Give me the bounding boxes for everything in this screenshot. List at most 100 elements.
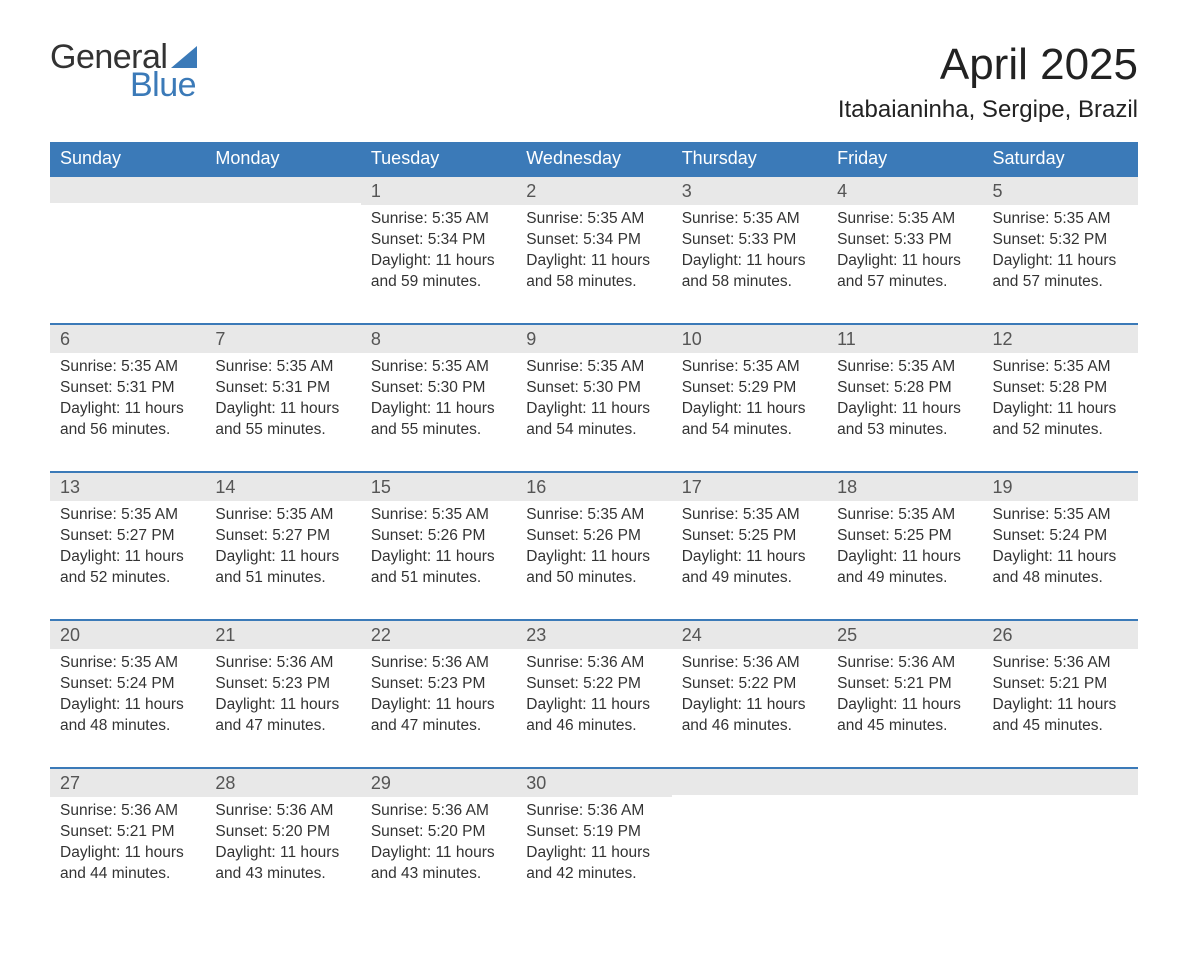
daylight-text-1: Daylight: 11 hours — [60, 695, 195, 716]
daylight-text-1: Daylight: 11 hours — [60, 843, 195, 864]
title-block: April 2025 Itabaianinha, Sergipe, Brazil — [838, 40, 1138, 134]
daylight-text-2: and 57 minutes. — [993, 272, 1128, 293]
day-cell: 6Sunrise: 5:35 AMSunset: 5:31 PMDaylight… — [50, 324, 205, 472]
col-header: Monday — [205, 142, 360, 176]
sunrise-text: Sunrise: 5:35 AM — [371, 505, 506, 526]
day-content: Sunrise: 5:35 AMSunset: 5:31 PMDaylight:… — [205, 353, 360, 471]
daylight-text-1: Daylight: 11 hours — [682, 251, 817, 272]
day-content: Sunrise: 5:35 AMSunset: 5:30 PMDaylight:… — [361, 353, 516, 471]
page-title: April 2025 — [838, 40, 1138, 90]
daylight-text-1: Daylight: 11 hours — [526, 695, 661, 716]
day-cell — [50, 176, 205, 324]
day-number: 18 — [827, 473, 982, 501]
sunset-text: Sunset: 5:21 PM — [993, 674, 1128, 695]
daylight-text-1: Daylight: 11 hours — [837, 547, 972, 568]
day-cell: 9Sunrise: 5:35 AMSunset: 5:30 PMDaylight… — [516, 324, 671, 472]
day-content: Sunrise: 5:36 AMSunset: 5:22 PMDaylight:… — [672, 649, 827, 767]
day-cell: 12Sunrise: 5:35 AMSunset: 5:28 PMDayligh… — [983, 324, 1138, 472]
day-cell: 28Sunrise: 5:36 AMSunset: 5:20 PMDayligh… — [205, 768, 360, 915]
daylight-text-1: Daylight: 11 hours — [371, 251, 506, 272]
daylight-text-2: and 52 minutes. — [993, 420, 1128, 441]
day-cell: 21Sunrise: 5:36 AMSunset: 5:23 PMDayligh… — [205, 620, 360, 768]
logo: General Blue — [50, 40, 197, 102]
daylight-text-2: and 49 minutes. — [837, 568, 972, 589]
week-row: 1Sunrise: 5:35 AMSunset: 5:34 PMDaylight… — [50, 176, 1138, 324]
day-cell: 1Sunrise: 5:35 AMSunset: 5:34 PMDaylight… — [361, 176, 516, 324]
day-content: Sunrise: 5:36 AMSunset: 5:23 PMDaylight:… — [361, 649, 516, 767]
day-content: Sunrise: 5:35 AMSunset: 5:24 PMDaylight:… — [50, 649, 205, 767]
week-row: 20Sunrise: 5:35 AMSunset: 5:24 PMDayligh… — [50, 620, 1138, 768]
sunset-text: Sunset: 5:19 PM — [526, 822, 661, 843]
daylight-text-2: and 52 minutes. — [60, 568, 195, 589]
header-row: Sunday Monday Tuesday Wednesday Thursday… — [50, 142, 1138, 176]
day-cell: 2Sunrise: 5:35 AMSunset: 5:34 PMDaylight… — [516, 176, 671, 324]
daylight-text-1: Daylight: 11 hours — [837, 251, 972, 272]
sunrise-text: Sunrise: 5:36 AM — [837, 653, 972, 674]
sunrise-text: Sunrise: 5:35 AM — [837, 357, 972, 378]
daylight-text-2: and 55 minutes. — [371, 420, 506, 441]
sunset-text: Sunset: 5:34 PM — [371, 230, 506, 251]
sunrise-text: Sunrise: 5:36 AM — [526, 653, 661, 674]
day-cell — [205, 176, 360, 324]
day-content: Sunrise: 5:35 AMSunset: 5:31 PMDaylight:… — [50, 353, 205, 471]
day-content: Sunrise: 5:36 AMSunset: 5:20 PMDaylight:… — [361, 797, 516, 915]
daylight-text-2: and 58 minutes. — [526, 272, 661, 293]
sunrise-text: Sunrise: 5:36 AM — [215, 653, 350, 674]
calendar-table: Sunday Monday Tuesday Wednesday Thursday… — [50, 142, 1138, 915]
daylight-text-2: and 56 minutes. — [60, 420, 195, 441]
day-cell — [827, 768, 982, 915]
sunset-text: Sunset: 5:29 PM — [682, 378, 817, 399]
day-content-empty — [983, 795, 1138, 885]
sunset-text: Sunset: 5:23 PM — [371, 674, 506, 695]
sunset-text: Sunset: 5:24 PM — [60, 674, 195, 695]
daylight-text-2: and 47 minutes. — [371, 716, 506, 737]
day-number: 3 — [672, 177, 827, 205]
day-number-empty — [983, 769, 1138, 795]
sunset-text: Sunset: 5:28 PM — [837, 378, 972, 399]
sunrise-text: Sunrise: 5:35 AM — [60, 653, 195, 674]
week-row: 27Sunrise: 5:36 AMSunset: 5:21 PMDayligh… — [50, 768, 1138, 915]
sunset-text: Sunset: 5:31 PM — [60, 378, 195, 399]
sunset-text: Sunset: 5:24 PM — [993, 526, 1128, 547]
day-cell: 15Sunrise: 5:35 AMSunset: 5:26 PMDayligh… — [361, 472, 516, 620]
daylight-text-2: and 51 minutes. — [215, 568, 350, 589]
day-number: 6 — [50, 325, 205, 353]
daylight-text-2: and 59 minutes. — [371, 272, 506, 293]
sunrise-text: Sunrise: 5:35 AM — [215, 357, 350, 378]
day-cell: 20Sunrise: 5:35 AMSunset: 5:24 PMDayligh… — [50, 620, 205, 768]
daylight-text-2: and 43 minutes. — [215, 864, 350, 885]
sunset-text: Sunset: 5:26 PM — [526, 526, 661, 547]
day-cell: 8Sunrise: 5:35 AMSunset: 5:30 PMDaylight… — [361, 324, 516, 472]
col-header: Wednesday — [516, 142, 671, 176]
day-content: Sunrise: 5:35 AMSunset: 5:33 PMDaylight:… — [827, 205, 982, 323]
day-cell: 22Sunrise: 5:36 AMSunset: 5:23 PMDayligh… — [361, 620, 516, 768]
col-header: Saturday — [983, 142, 1138, 176]
day-cell: 18Sunrise: 5:35 AMSunset: 5:25 PMDayligh… — [827, 472, 982, 620]
daylight-text-1: Daylight: 11 hours — [215, 843, 350, 864]
day-cell: 7Sunrise: 5:35 AMSunset: 5:31 PMDaylight… — [205, 324, 360, 472]
sunset-text: Sunset: 5:21 PM — [837, 674, 972, 695]
daylight-text-2: and 47 minutes. — [215, 716, 350, 737]
day-number: 2 — [516, 177, 671, 205]
day-cell: 10Sunrise: 5:35 AMSunset: 5:29 PMDayligh… — [672, 324, 827, 472]
daylight-text-1: Daylight: 11 hours — [60, 547, 195, 568]
day-cell: 26Sunrise: 5:36 AMSunset: 5:21 PMDayligh… — [983, 620, 1138, 768]
sunset-text: Sunset: 5:27 PM — [60, 526, 195, 547]
sunrise-text: Sunrise: 5:35 AM — [837, 505, 972, 526]
daylight-text-2: and 46 minutes. — [526, 716, 661, 737]
day-cell: 30Sunrise: 5:36 AMSunset: 5:19 PMDayligh… — [516, 768, 671, 915]
sunrise-text: Sunrise: 5:35 AM — [215, 505, 350, 526]
day-number: 14 — [205, 473, 360, 501]
sunset-text: Sunset: 5:25 PM — [682, 526, 817, 547]
page-header: General Blue April 2025 Itabaianinha, Se… — [50, 40, 1138, 134]
day-cell: 14Sunrise: 5:35 AMSunset: 5:27 PMDayligh… — [205, 472, 360, 620]
daylight-text-1: Daylight: 11 hours — [993, 251, 1128, 272]
day-number-empty — [672, 769, 827, 795]
day-number: 28 — [205, 769, 360, 797]
daylight-text-2: and 53 minutes. — [837, 420, 972, 441]
daylight-text-1: Daylight: 11 hours — [993, 547, 1128, 568]
daylight-text-1: Daylight: 11 hours — [371, 547, 506, 568]
sunset-text: Sunset: 5:22 PM — [682, 674, 817, 695]
day-content: Sunrise: 5:36 AMSunset: 5:21 PMDaylight:… — [983, 649, 1138, 767]
day-number: 19 — [983, 473, 1138, 501]
